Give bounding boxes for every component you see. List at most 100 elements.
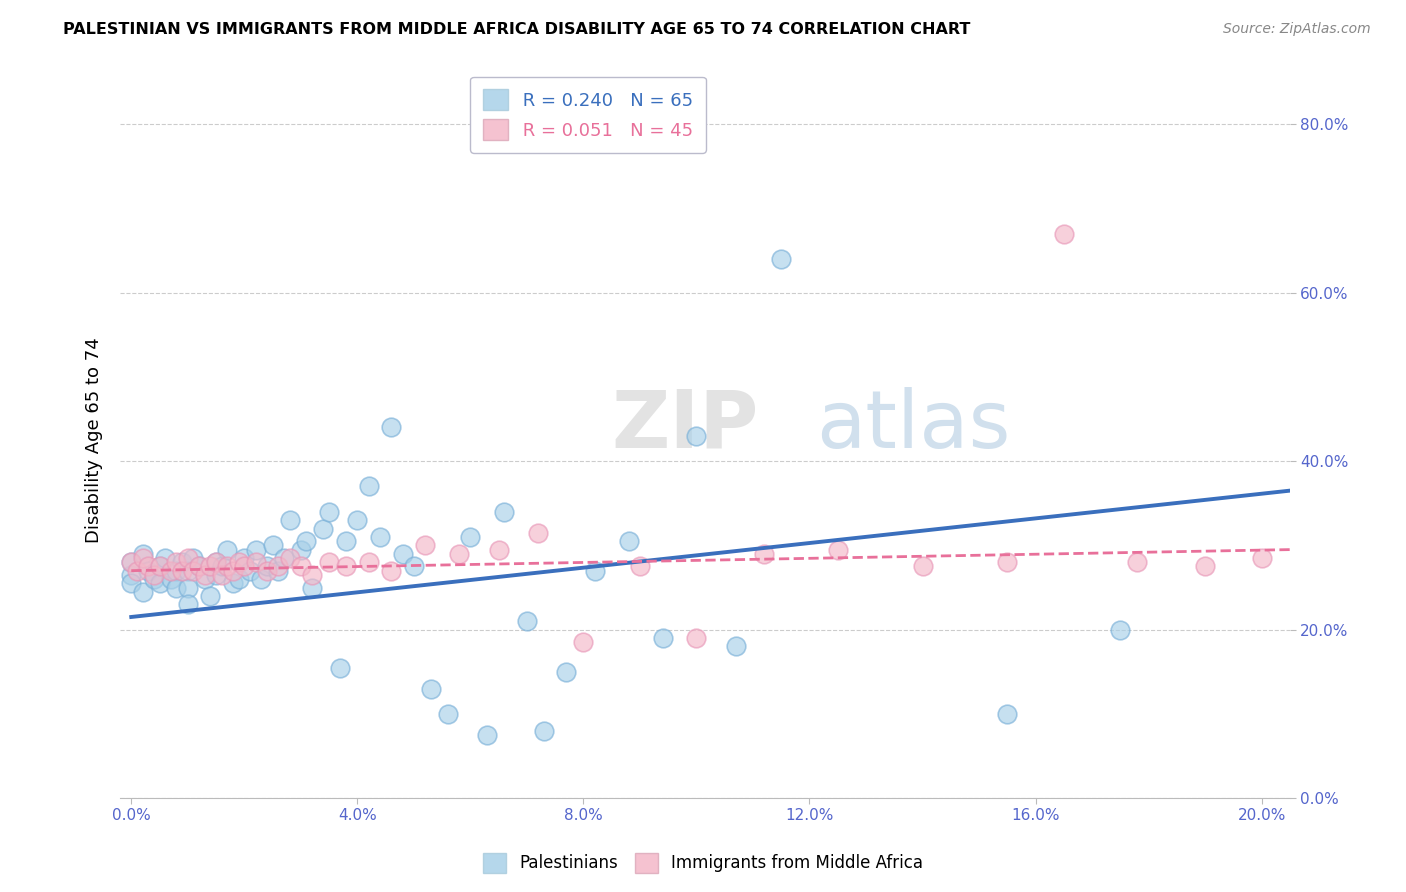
- Point: [651, 631, 673, 645]
- Point: [177, 598, 200, 612]
- Point: [177, 564, 200, 578]
- Point: [205, 567, 228, 582]
- Point: [200, 559, 222, 574]
- Point: [245, 555, 267, 569]
- Point: [488, 542, 510, 557]
- Point: [312, 522, 335, 536]
- Point: [160, 572, 183, 586]
- Point: [131, 547, 153, 561]
- Point: [125, 564, 148, 578]
- Point: [142, 567, 165, 582]
- Text: PALESTINIAN VS IMMIGRANTS FROM MIDDLE AFRICA DISABILITY AGE 65 TO 74 CORRELATION: PALESTINIAN VS IMMIGRANTS FROM MIDDLE AF…: [63, 22, 970, 37]
- Point: [120, 555, 142, 569]
- Point: [301, 581, 323, 595]
- Point: [1194, 559, 1216, 574]
- Point: [273, 551, 295, 566]
- Point: [250, 572, 273, 586]
- Point: [222, 564, 245, 578]
- Point: [318, 505, 340, 519]
- Point: [172, 555, 194, 569]
- Point: [267, 559, 290, 574]
- Point: [148, 576, 170, 591]
- Point: [583, 564, 606, 578]
- Point: [1109, 623, 1132, 637]
- Point: [222, 576, 245, 591]
- Point: [228, 572, 250, 586]
- Point: [228, 555, 250, 569]
- Point: [233, 559, 256, 574]
- Point: [527, 525, 550, 540]
- Point: [290, 559, 312, 574]
- Text: Source: ZipAtlas.com: Source: ZipAtlas.com: [1223, 22, 1371, 37]
- Point: [533, 723, 555, 738]
- Point: [200, 589, 222, 603]
- Point: [628, 559, 651, 574]
- Point: [120, 555, 142, 569]
- Point: [256, 559, 278, 574]
- Point: [290, 542, 312, 557]
- Point: [357, 479, 380, 493]
- Point: [217, 559, 239, 574]
- Point: [177, 581, 200, 595]
- Point: [685, 429, 707, 443]
- Point: [380, 564, 402, 578]
- Point: [346, 513, 368, 527]
- Point: [754, 547, 776, 561]
- Legend:  R = 0.240   N = 65,  R = 0.051   N = 45: R = 0.240 N = 65, R = 0.051 N = 45: [470, 77, 706, 153]
- Point: [183, 564, 205, 578]
- Point: [1250, 551, 1272, 566]
- Point: [911, 559, 934, 574]
- Point: [770, 252, 793, 266]
- Point: [166, 564, 188, 578]
- Point: [188, 559, 211, 574]
- Point: [685, 631, 707, 645]
- Point: [136, 564, 159, 578]
- Point: [827, 542, 849, 557]
- Point: [267, 564, 290, 578]
- Point: [995, 555, 1018, 569]
- Point: [120, 576, 142, 591]
- Point: [413, 538, 436, 552]
- Point: [402, 559, 425, 574]
- Point: [391, 547, 413, 561]
- Legend: Palestinians, Immigrants from Middle Africa: Palestinians, Immigrants from Middle Afr…: [477, 847, 929, 880]
- Point: [318, 555, 340, 569]
- Point: [142, 572, 165, 586]
- Point: [516, 614, 538, 628]
- Point: [211, 559, 233, 574]
- Text: ZIP: ZIP: [612, 387, 759, 465]
- Point: [245, 542, 267, 557]
- Point: [194, 567, 217, 582]
- Point: [368, 530, 391, 544]
- Point: [188, 559, 211, 574]
- Point: [160, 564, 183, 578]
- Point: [1053, 227, 1076, 241]
- Point: [262, 538, 284, 552]
- Point: [166, 581, 188, 595]
- Point: [335, 559, 357, 574]
- Point: [572, 635, 595, 649]
- Point: [995, 706, 1018, 721]
- Point: [256, 564, 278, 578]
- Point: [166, 555, 188, 569]
- Point: [278, 551, 301, 566]
- Point: [233, 551, 256, 566]
- Point: [419, 681, 441, 696]
- Point: [477, 728, 499, 742]
- Point: [183, 551, 205, 566]
- Point: [217, 542, 239, 557]
- Point: [172, 564, 194, 578]
- Point: [329, 660, 352, 674]
- Point: [148, 559, 170, 574]
- Point: [148, 559, 170, 574]
- Point: [136, 559, 159, 574]
- Point: [131, 584, 153, 599]
- Y-axis label: Disability Age 65 to 74: Disability Age 65 to 74: [86, 337, 103, 543]
- Point: [153, 551, 176, 566]
- Point: [211, 567, 233, 582]
- Point: [295, 534, 318, 549]
- Text: atlas: atlas: [815, 387, 1011, 465]
- Point: [617, 534, 640, 549]
- Point: [494, 505, 516, 519]
- Point: [436, 706, 458, 721]
